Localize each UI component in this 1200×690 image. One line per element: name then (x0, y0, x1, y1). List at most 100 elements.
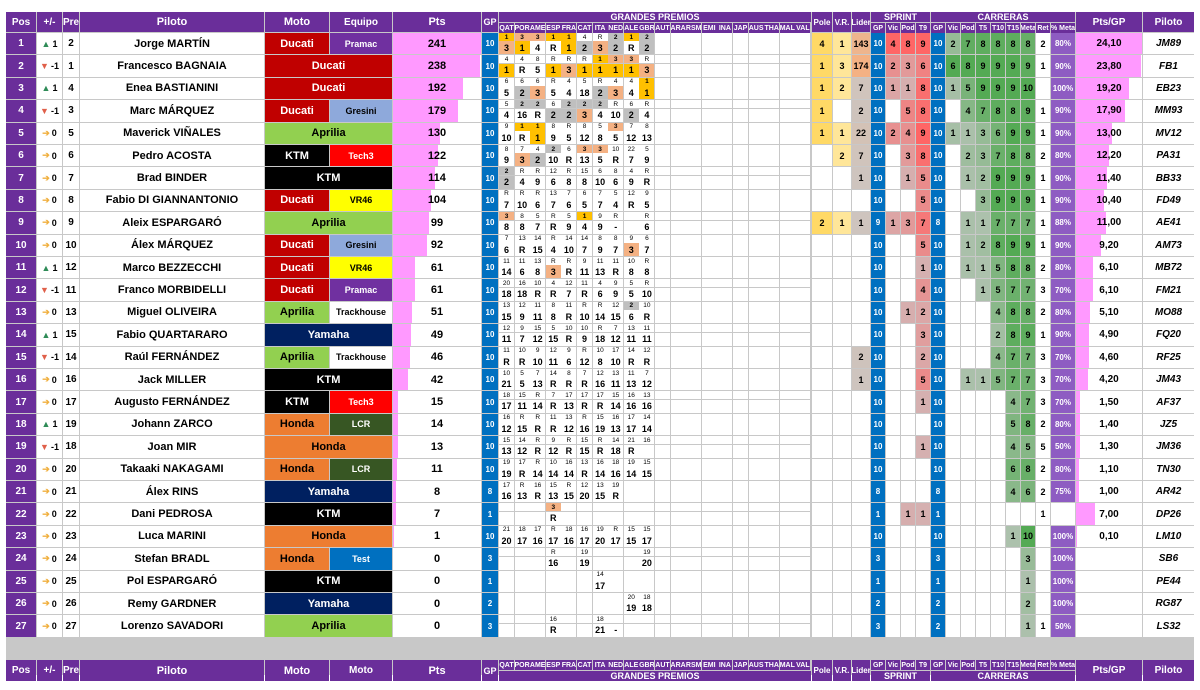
sprint-result-rsm (686, 481, 702, 489)
row-sprint-gp: 2 (871, 593, 885, 615)
race-result-val (795, 377, 811, 391)
race-result-mal (779, 444, 795, 458)
sprint-result-ita: 3 (592, 145, 608, 153)
row-carreras-ret: 2 (1036, 257, 1050, 279)
sprint-result-aus (748, 167, 764, 176)
race-result-aus (748, 511, 764, 525)
row-carreras-meta: 1 (1021, 615, 1035, 637)
sprint-result-emi (701, 503, 717, 512)
sprint-result-jap (733, 346, 748, 355)
sprint-result-tha (764, 615, 780, 624)
sprint-result-rsm (686, 100, 702, 109)
row-carreras-vic: 1 (946, 122, 960, 144)
race-result-ame (530, 623, 546, 637)
sprint-result-cat: 14 (577, 234, 592, 243)
race-result-emi (701, 243, 717, 256)
row-carreras-gp: 10 (931, 77, 945, 100)
sprint-result-val (795, 548, 811, 557)
sprint-result-jap (733, 615, 748, 624)
row-carreras-meta: 8 (1021, 145, 1035, 167)
row-pos: 21 (6, 481, 36, 503)
sprint-result-ale: 7 (623, 122, 639, 131)
race-result-rsm (686, 377, 702, 391)
row-piloto: Álex RINS (80, 481, 264, 503)
header-race-rsm: RSM (686, 660, 702, 670)
race-result-emi (701, 467, 717, 480)
pts-per-gp-value: 11,40 (1096, 172, 1122, 184)
row-carreras-t10 (991, 548, 1005, 570)
sprint-result-aut (655, 346, 670, 355)
sprint-result-ale: 16 (623, 391, 639, 400)
row-sprint-gp: 10 (871, 33, 885, 55)
sprint-result-ita: 1 (592, 55, 608, 64)
sprint-result-por: 15 (514, 391, 530, 400)
row-vr: 2 (833, 77, 851, 100)
row-vr: 1 (833, 33, 851, 55)
change-value: -1 (50, 285, 59, 296)
race-result-aut (655, 63, 670, 77)
row-carreras-t15: 9 (1006, 55, 1020, 77)
race-result-fra: 9 (561, 220, 577, 234)
row-vr (833, 413, 851, 436)
race-result-ita: 15 (592, 489, 608, 503)
race-result-ina (717, 198, 733, 212)
row-carreras-meta: 6 (1021, 481, 1035, 503)
race-result-emi (701, 377, 717, 391)
sprint-result-aut (655, 503, 670, 512)
sprint-result-mal (779, 77, 795, 86)
race-result-esp: 1 (545, 63, 561, 77)
sprint-result-qat: 16 (499, 413, 514, 422)
row-carreras-pod (961, 324, 975, 346)
row-vr (833, 458, 851, 480)
sprint-result-rsm (686, 548, 702, 557)
sprint-result-ita: R (592, 77, 608, 86)
header-pts-per-gp: Pts/GP (1076, 660, 1142, 681)
row-carreras-t15: 7 (1006, 369, 1020, 391)
row-vr (833, 324, 851, 346)
sprint-result-qat: 12 (499, 324, 514, 333)
row-pos: 6 (6, 145, 36, 167)
pts-value: 92 (430, 239, 444, 252)
row-piloto-code: MO88 (1143, 301, 1194, 324)
race-result-qat: 12 (499, 422, 514, 436)
row-carreras-meta: 8 (1021, 413, 1035, 436)
row-carreras-gp: 2 (931, 615, 945, 637)
row-carreras-gp: 10 (931, 346, 945, 368)
right-arrow-icon: ➔ (42, 217, 50, 228)
race-result-fra: 12 (561, 422, 577, 436)
sprint-result-val (795, 593, 811, 601)
sprint-result-aus (748, 324, 764, 333)
row-sprint-vic: 2 (886, 55, 900, 77)
sprint-result-val (795, 167, 811, 176)
row-sprint-gp: 9 (871, 212, 885, 234)
change-value: -1 (50, 441, 59, 452)
sprint-result-ame: 2 (530, 100, 546, 109)
sprint-result-por: 17 (514, 458, 530, 467)
sprint-result-ita (592, 503, 608, 512)
sprint-result-ara (670, 436, 686, 445)
race-result-ale (623, 220, 639, 234)
row-sprint-gp: 3 (871, 548, 885, 570)
row-moto: Ducati (265, 257, 329, 279)
row-carreras-ret: 2 (1036, 145, 1050, 167)
row-carreras-t10: 8 (991, 100, 1005, 122)
sprint-result-por: 4 (514, 55, 530, 64)
row-sprint-pod: 3 (901, 212, 915, 234)
race-result-ara (670, 175, 686, 189)
race-result-mal (779, 41, 795, 55)
row-sprint-pod (901, 413, 915, 436)
row-sprint-pod (901, 346, 915, 368)
row-pts-cell: 0 (393, 615, 481, 637)
race-result-mal (779, 310, 795, 324)
race-result-esp: 10 (545, 153, 561, 167)
sprint-result-ned: 3 (608, 122, 624, 131)
pts-value: 241 (427, 37, 447, 50)
race-result-aus (748, 41, 764, 55)
race-result-esp: 8 (545, 310, 561, 324)
sprint-result-qat (499, 548, 514, 557)
header-race-gbr: GBR (639, 23, 655, 33)
sprint-result-gbr: 12 (639, 346, 655, 355)
sprint-result-qat (499, 503, 514, 512)
race-result-jap (733, 623, 748, 637)
race-result-por: 18 (514, 287, 530, 301)
